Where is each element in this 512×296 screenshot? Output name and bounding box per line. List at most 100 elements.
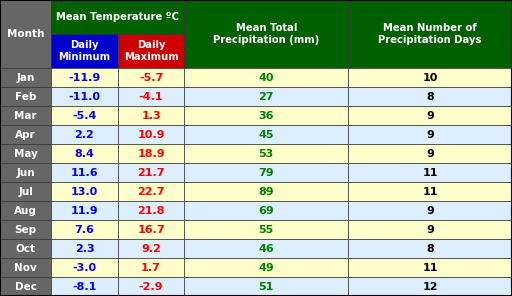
- Bar: [184, 277, 348, 296]
- Bar: [118, 258, 184, 277]
- Bar: [0, 201, 51, 220]
- Text: Aug: Aug: [14, 205, 37, 215]
- Bar: [118, 125, 184, 144]
- Text: 2.3: 2.3: [75, 244, 94, 253]
- Bar: [118, 239, 184, 258]
- Bar: [0, 125, 51, 144]
- Bar: [118, 68, 184, 87]
- Text: 9: 9: [426, 225, 434, 234]
- Text: -11.0: -11.0: [69, 91, 100, 102]
- Bar: [118, 106, 184, 125]
- Bar: [51, 144, 118, 163]
- Text: -3.0: -3.0: [72, 263, 97, 273]
- Bar: [348, 182, 512, 201]
- Text: Daily
Maximum: Daily Maximum: [124, 40, 178, 62]
- Text: 9: 9: [426, 149, 434, 159]
- Bar: [184, 182, 348, 201]
- Text: -8.1: -8.1: [72, 281, 97, 292]
- Text: 10.9: 10.9: [137, 130, 165, 139]
- Text: 11: 11: [422, 263, 438, 273]
- Text: -2.9: -2.9: [139, 281, 163, 292]
- Text: 69: 69: [259, 205, 274, 215]
- Bar: [184, 144, 348, 163]
- Bar: [348, 125, 512, 144]
- Text: 79: 79: [259, 168, 274, 178]
- Text: 40: 40: [259, 73, 274, 83]
- Bar: [348, 239, 512, 258]
- Text: 9.2: 9.2: [141, 244, 161, 253]
- Text: Apr: Apr: [15, 130, 36, 139]
- Bar: [51, 258, 118, 277]
- Bar: [51, 239, 118, 258]
- Text: 11: 11: [422, 168, 438, 178]
- Text: -11.9: -11.9: [69, 73, 100, 83]
- Text: Month: Month: [7, 29, 44, 39]
- Bar: [184, 106, 348, 125]
- Text: 13.0: 13.0: [71, 186, 98, 197]
- Bar: [0, 106, 51, 125]
- Text: Oct: Oct: [15, 244, 36, 253]
- Text: Dec: Dec: [15, 281, 36, 292]
- Text: 49: 49: [259, 263, 274, 273]
- Bar: [184, 201, 348, 220]
- Text: Jan: Jan: [16, 73, 35, 83]
- Text: 12: 12: [422, 281, 438, 292]
- Bar: [51, 163, 118, 182]
- Bar: [348, 220, 512, 239]
- Text: 45: 45: [259, 130, 274, 139]
- Bar: [184, 0, 348, 68]
- Bar: [348, 0, 512, 68]
- Bar: [118, 144, 184, 163]
- Bar: [0, 258, 51, 277]
- Bar: [118, 34, 184, 68]
- Bar: [0, 144, 51, 163]
- Text: 46: 46: [259, 244, 274, 253]
- Bar: [0, 239, 51, 258]
- Text: Feb: Feb: [15, 91, 36, 102]
- Bar: [118, 182, 184, 201]
- Text: Mean Temperature ºC: Mean Temperature ºC: [56, 12, 179, 22]
- Text: 21.7: 21.7: [137, 168, 165, 178]
- Text: 8: 8: [426, 244, 434, 253]
- Bar: [51, 182, 118, 201]
- Text: 10: 10: [422, 73, 438, 83]
- Text: 21.8: 21.8: [137, 205, 165, 215]
- Text: 89: 89: [259, 186, 274, 197]
- Bar: [51, 201, 118, 220]
- Bar: [51, 68, 118, 87]
- Bar: [348, 258, 512, 277]
- Text: 9: 9: [426, 205, 434, 215]
- Text: 11.9: 11.9: [71, 205, 98, 215]
- Bar: [51, 125, 118, 144]
- Bar: [348, 201, 512, 220]
- Text: Daily
Minimum: Daily Minimum: [58, 40, 111, 62]
- Text: 22.7: 22.7: [137, 186, 165, 197]
- Bar: [348, 163, 512, 182]
- Bar: [0, 163, 51, 182]
- Bar: [0, 68, 51, 87]
- Bar: [184, 163, 348, 182]
- Bar: [51, 277, 118, 296]
- Text: 8.4: 8.4: [75, 149, 94, 159]
- Bar: [0, 220, 51, 239]
- Text: 51: 51: [259, 281, 274, 292]
- Text: 11: 11: [422, 186, 438, 197]
- Text: 9: 9: [426, 130, 434, 139]
- Text: Sep: Sep: [14, 225, 37, 234]
- Text: Nov: Nov: [14, 263, 37, 273]
- Text: 16.7: 16.7: [137, 225, 165, 234]
- Text: -5.4: -5.4: [72, 111, 97, 120]
- Bar: [184, 87, 348, 106]
- Text: 8: 8: [426, 91, 434, 102]
- Bar: [348, 277, 512, 296]
- Bar: [118, 201, 184, 220]
- Bar: [118, 220, 184, 239]
- Bar: [0, 0, 51, 68]
- Text: Mean Number of
Precipitation Days: Mean Number of Precipitation Days: [378, 23, 482, 45]
- Text: Jul: Jul: [18, 186, 33, 197]
- Text: 1.3: 1.3: [141, 111, 161, 120]
- Bar: [184, 239, 348, 258]
- Bar: [51, 220, 118, 239]
- Text: Mean Total
Precipitation (mm): Mean Total Precipitation (mm): [213, 23, 319, 45]
- Bar: [184, 258, 348, 277]
